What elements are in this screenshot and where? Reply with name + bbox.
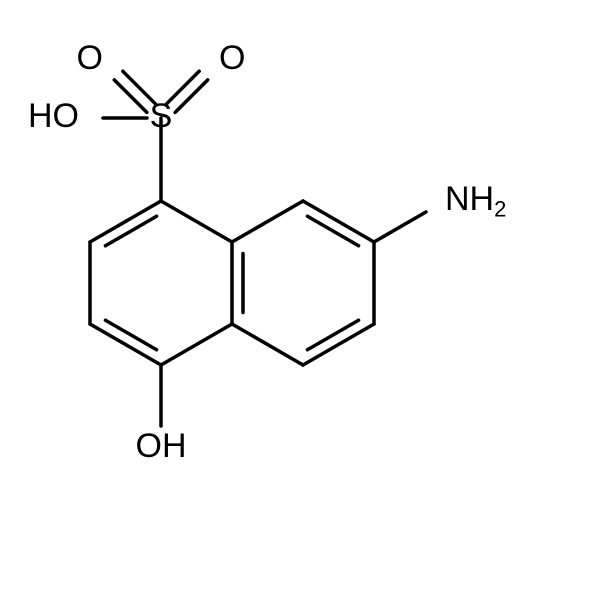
bond	[105, 320, 156, 350]
bond	[161, 201, 232, 242]
bond	[114, 80, 147, 113]
atom-label-o1: O	[77, 39, 103, 77]
atom-label-oh: OH	[136, 427, 187, 465]
bond	[175, 80, 208, 113]
atom-label-o2: O	[219, 39, 245, 77]
bond	[307, 216, 358, 246]
atom-label-o3: HO	[28, 97, 79, 135]
bond	[374, 212, 426, 242]
atom-label-s: S	[150, 97, 173, 135]
bond	[161, 324, 232, 365]
bond	[307, 320, 358, 350]
bond	[232, 201, 303, 242]
atom-label-n: NH2	[445, 180, 506, 221]
molecule-diagram: S O O HO OH NH2	[0, 0, 600, 600]
bond	[232, 324, 303, 365]
bond	[105, 216, 156, 246]
